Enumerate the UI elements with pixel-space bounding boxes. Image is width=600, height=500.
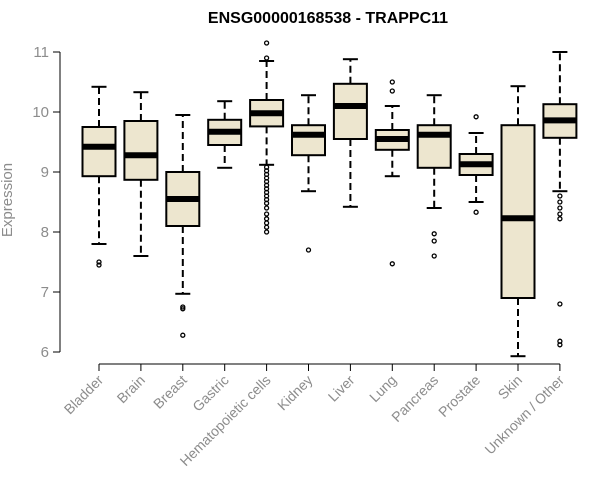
outlier-point: [431, 238, 437, 244]
y-axis-label: Expression: [0, 163, 16, 237]
box-iqr: [332, 82, 368, 141]
chart-title: ENSG00000168538 - TRAPPC11: [208, 10, 448, 27]
outlier-point: [96, 262, 102, 268]
outlier-point: [389, 88, 395, 94]
x-tick-label: Pancreas: [388, 372, 441, 425]
x-tick-label: Lung: [366, 372, 399, 405]
outlier-point: [263, 205, 270, 211]
outlier-point: [263, 229, 270, 235]
box-iqr: [123, 120, 159, 181]
x-tick-label: Unknown / Other: [481, 372, 567, 458]
box-iqr: [500, 124, 536, 299]
outlier-point: [180, 332, 186, 338]
outlier-point: [473, 209, 479, 215]
outlier-point: [389, 261, 395, 267]
outlier-point: [263, 220, 270, 226]
outlier-point: [305, 247, 312, 253]
x-tick-label: Kidney: [274, 372, 316, 414]
outlier-point: [557, 216, 563, 222]
outlier-point: [263, 200, 270, 206]
outlier-point: [557, 199, 563, 205]
outlier-point: [431, 253, 437, 259]
y-tick-label: 8: [41, 224, 49, 241]
outlier-point: [557, 301, 563, 307]
x-tick-label: Breast: [150, 372, 190, 412]
y-tick-label: 10: [32, 104, 49, 121]
outlier-point: [263, 40, 270, 46]
x-tick-label: Liver: [325, 372, 358, 405]
box-iqr: [416, 124, 452, 169]
x-tick-label: Bladder: [61, 372, 107, 418]
outlier-point: [263, 211, 270, 217]
y-tick-label: 11: [33, 44, 49, 61]
y-tick-label: 9: [41, 164, 49, 181]
outlier-point: [263, 55, 270, 61]
outlier-point: [557, 211, 563, 217]
outlier-point: [557, 205, 563, 211]
outlier-point: [96, 259, 102, 265]
x-tick-label: Skin: [495, 372, 526, 403]
y-tick-label: 6: [41, 344, 49, 361]
y-tick-label: 7: [41, 284, 49, 301]
outlier-point: [557, 342, 563, 348]
outlier-point: [389, 79, 395, 85]
box-iqr: [291, 124, 326, 157]
outlier-point: [557, 193, 563, 199]
x-tick-label: Brain: [114, 372, 148, 406]
outlier-point: [473, 114, 479, 120]
outlier-point: [180, 306, 186, 312]
x-tick-label: Prostate: [435, 372, 483, 420]
outlier-point: [263, 224, 270, 230]
outlier-point: [263, 216, 270, 222]
outlier-point: [431, 231, 437, 237]
outlier-point: [180, 304, 186, 310]
box-iqr: [81, 126, 117, 178]
